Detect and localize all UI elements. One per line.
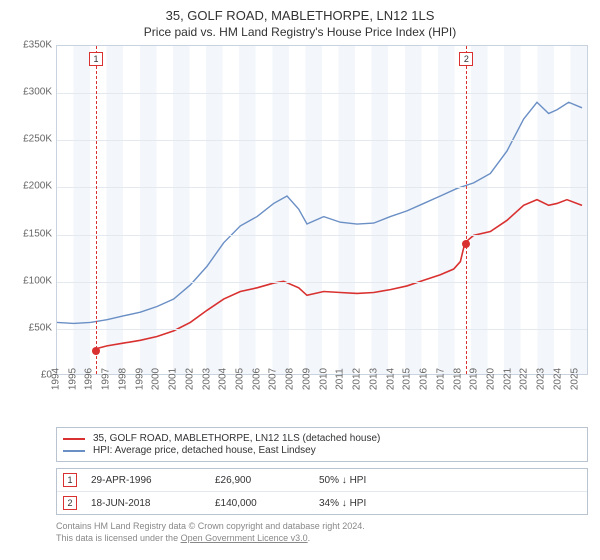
y-tick-label: £300K	[23, 87, 52, 98]
marker-badge: 1	[89, 52, 103, 66]
legend-swatch	[63, 450, 85, 452]
legend-item: HPI: Average price, detached house, East…	[63, 445, 581, 456]
row-date: 18-JUN-2018	[91, 498, 201, 509]
x-tick-label: 2020	[485, 368, 496, 390]
gridline	[57, 235, 587, 236]
chart-title: 35, GOLF ROAD, MABLETHORPE, LN12 1LS	[12, 8, 588, 23]
x-tick-label: 1996	[84, 368, 95, 390]
y-tick-label: £150K	[23, 228, 52, 239]
x-tick-label: 2021	[502, 368, 513, 390]
x-tick-label: 2019	[469, 368, 480, 390]
row-price: £26,900	[215, 475, 305, 486]
legend-label: HPI: Average price, detached house, East…	[93, 445, 316, 456]
y-tick-label: £350K	[23, 40, 52, 51]
y-tick-label: £100K	[23, 275, 52, 286]
gridline	[57, 93, 587, 94]
x-tick-label: 2001	[168, 368, 179, 390]
x-tick-label: 1995	[67, 368, 78, 390]
plot-area: 12	[56, 45, 588, 375]
x-tick-label: 1994	[51, 368, 62, 390]
gridline	[57, 329, 587, 330]
y-axis: £0£50K£100K£150K£200K£250K£300K£350K	[12, 45, 56, 375]
marker-dot	[462, 240, 470, 248]
x-tick-label: 2024	[552, 368, 563, 390]
licence-link[interactable]: Open Government Licence v3.0	[181, 533, 308, 543]
chart-subtitle: Price paid vs. HM Land Registry's House …	[12, 25, 588, 39]
line-series	[57, 46, 587, 374]
x-tick-label: 1999	[134, 368, 145, 390]
row-badge: 1	[63, 473, 77, 487]
footer-text: Contains HM Land Registry data © Crown c…	[56, 521, 365, 531]
marker-dot	[92, 347, 100, 355]
gridline	[57, 140, 587, 141]
footer-text: This data is licensed under the	[56, 533, 181, 543]
marker-line	[466, 46, 467, 374]
x-tick-label: 2013	[368, 368, 379, 390]
x-axis: 1994199519961997199819992000200120022003…	[56, 375, 588, 425]
x-tick-label: 1998	[117, 368, 128, 390]
y-tick-label: £250K	[23, 134, 52, 145]
x-tick-label: 2023	[536, 368, 547, 390]
x-tick-label: 2012	[352, 368, 363, 390]
chart-header: 35, GOLF ROAD, MABLETHORPE, LN12 1LS Pri…	[12, 8, 588, 39]
x-tick-label: 2005	[235, 368, 246, 390]
series-hpi	[57, 102, 582, 323]
y-tick-label: £200K	[23, 181, 52, 192]
x-tick-label: 2025	[569, 368, 580, 390]
x-tick-label: 2014	[385, 368, 396, 390]
x-tick-label: 2004	[218, 368, 229, 390]
x-tick-label: 2018	[452, 368, 463, 390]
x-tick-label: 2016	[419, 368, 430, 390]
chart-area: £0£50K£100K£150K£200K£250K£300K£350K 12 …	[12, 45, 588, 425]
x-tick-label: 2017	[435, 368, 446, 390]
x-tick-label: 2010	[318, 368, 329, 390]
table-row: 2 18-JUN-2018 £140,000 34% ↓ HPI	[57, 491, 587, 514]
gridline	[57, 282, 587, 283]
gridline	[57, 187, 587, 188]
x-tick-label: 2007	[268, 368, 279, 390]
legend: 35, GOLF ROAD, MABLETHORPE, LN12 1LS (de…	[56, 427, 588, 462]
y-tick-label: £50K	[29, 322, 52, 333]
table-row: 1 29-APR-1996 £26,900 50% ↓ HPI	[57, 469, 587, 491]
row-date: 29-APR-1996	[91, 475, 201, 486]
x-tick-label: 2022	[519, 368, 530, 390]
x-tick-label: 2015	[402, 368, 413, 390]
row-hpi-delta: 34% ↓ HPI	[319, 498, 366, 509]
attribution-footer: Contains HM Land Registry data © Crown c…	[56, 521, 588, 544]
legend-item: 35, GOLF ROAD, MABLETHORPE, LN12 1LS (de…	[63, 433, 581, 444]
x-tick-label: 2006	[251, 368, 262, 390]
row-price: £140,000	[215, 498, 305, 509]
marker-line	[96, 46, 97, 374]
x-tick-label: 2002	[184, 368, 195, 390]
legend-label: 35, GOLF ROAD, MABLETHORPE, LN12 1LS (de…	[93, 433, 380, 444]
x-tick-label: 2000	[151, 368, 162, 390]
x-tick-label: 2008	[285, 368, 296, 390]
legend-swatch	[63, 438, 85, 440]
footer-text: .	[308, 533, 311, 543]
x-tick-label: 1997	[101, 368, 112, 390]
marker-badge: 2	[459, 52, 473, 66]
x-tick-label: 2009	[301, 368, 312, 390]
x-tick-label: 2003	[201, 368, 212, 390]
row-hpi-delta: 50% ↓ HPI	[319, 475, 366, 486]
x-tick-label: 2011	[335, 368, 346, 390]
row-badge: 2	[63, 496, 77, 510]
sales-table: 1 29-APR-1996 £26,900 50% ↓ HPI 2 18-JUN-2018…	[56, 468, 588, 515]
